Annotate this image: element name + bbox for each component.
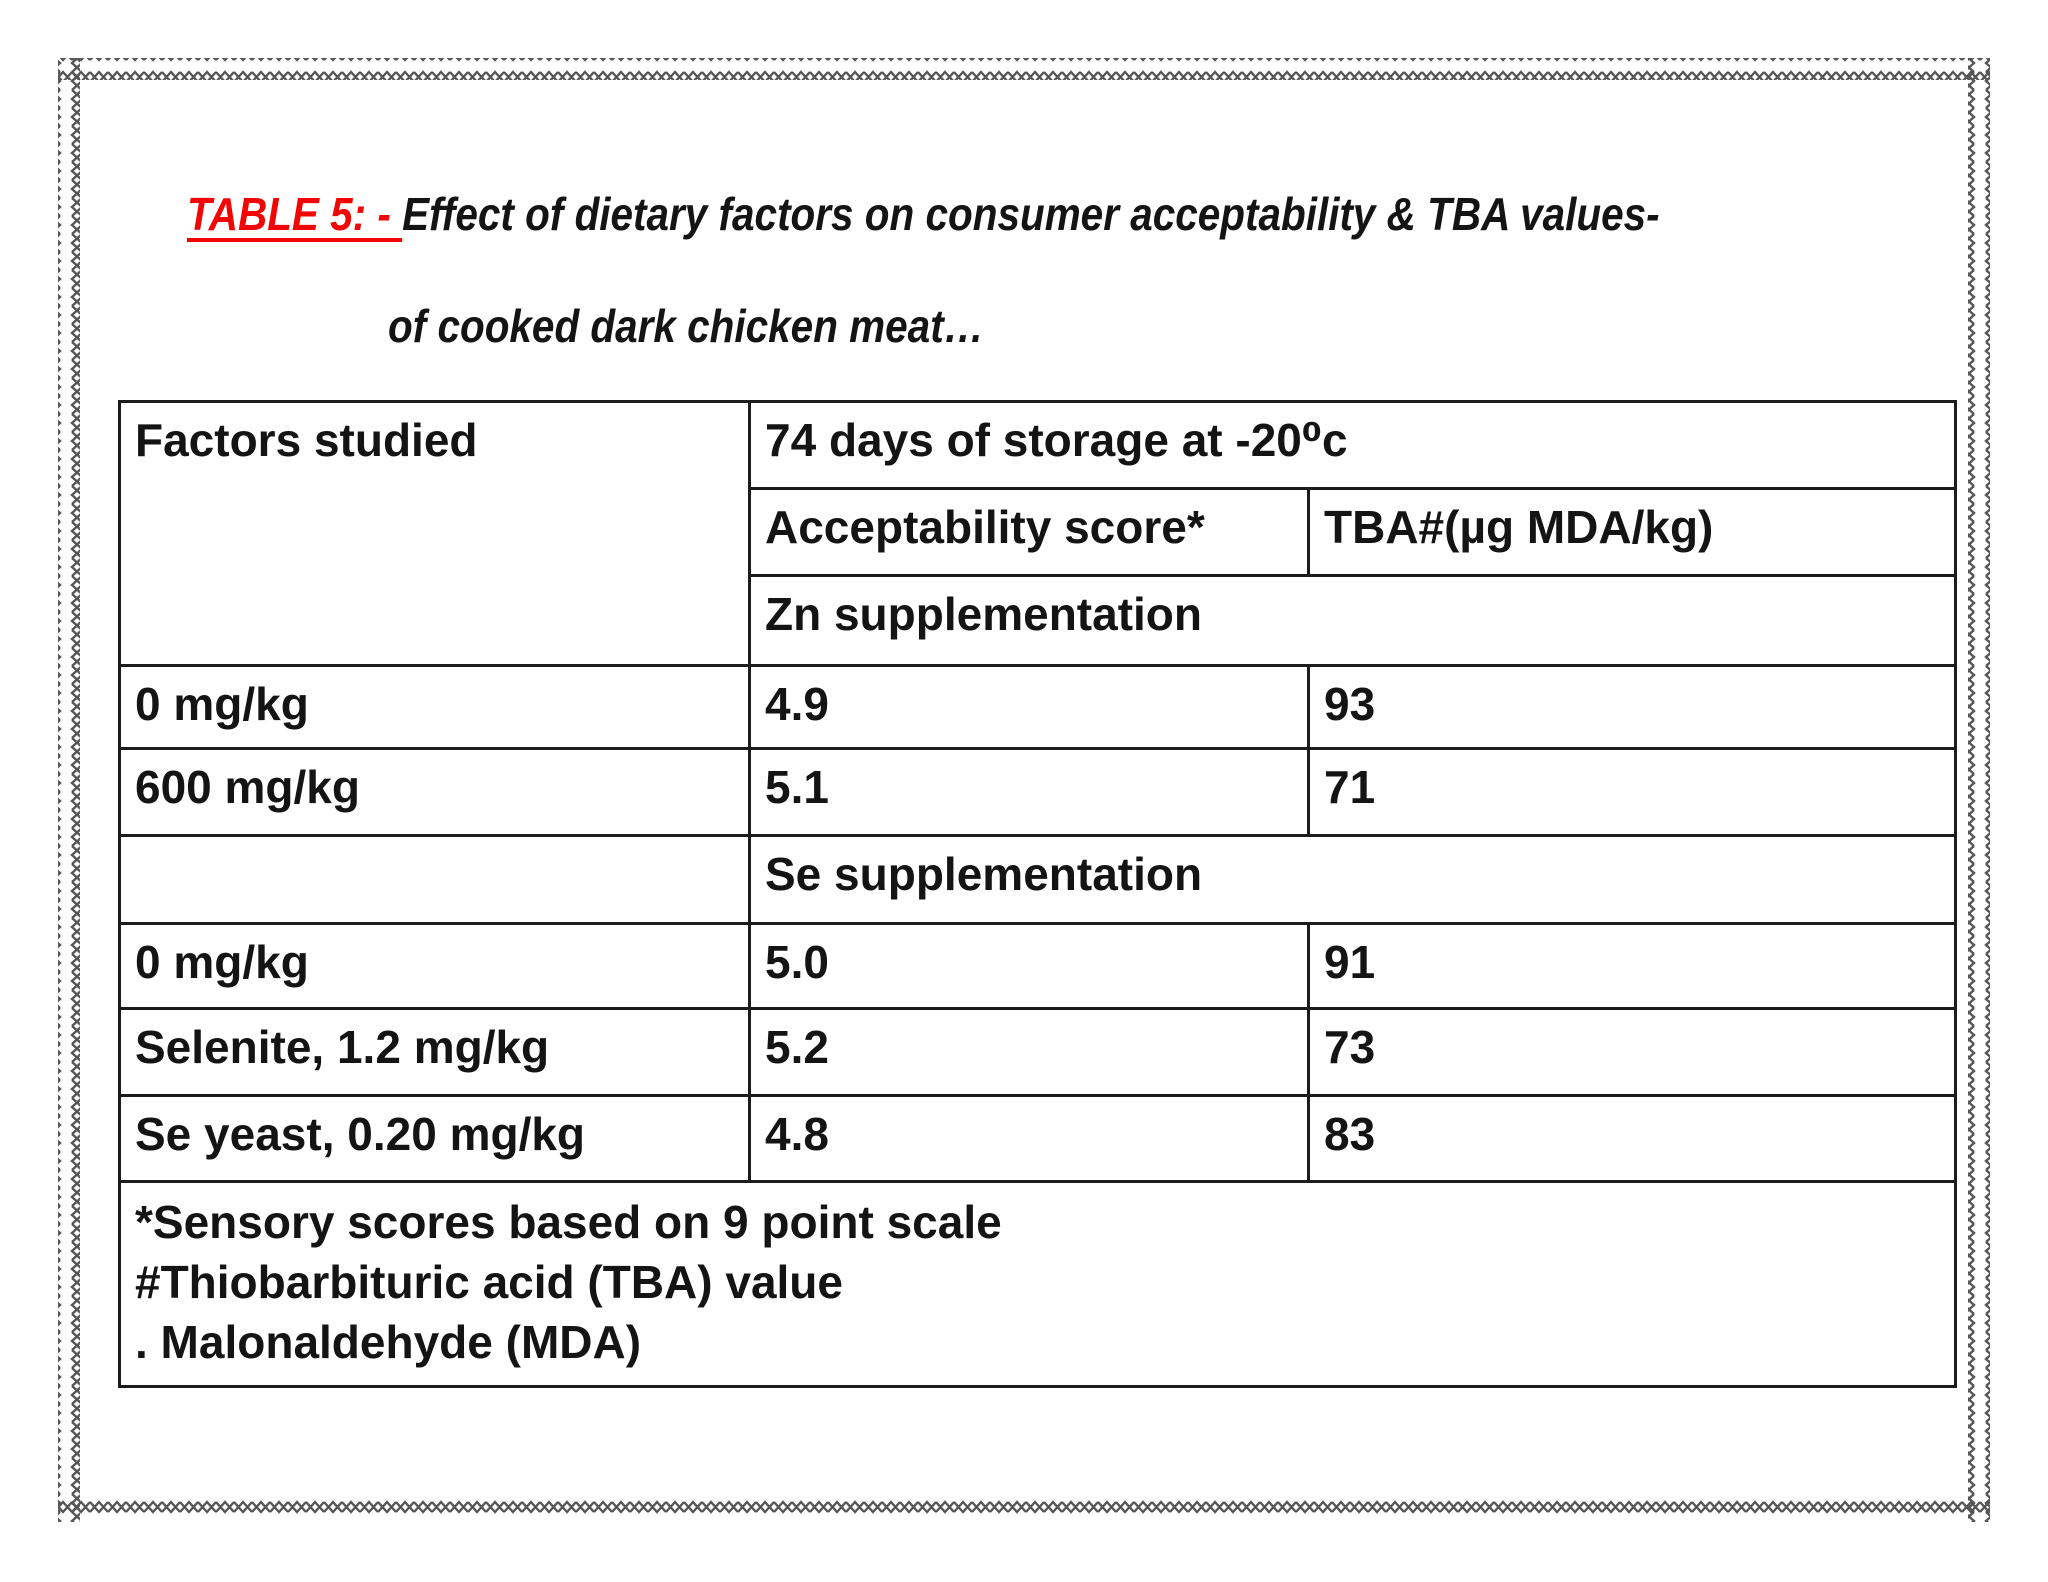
table-row: Se yeast, 0.20 mg/kg 4.8 83 — [118, 1094, 1957, 1183]
border-bottom — [58, 1500, 1990, 1522]
footnote-tba: #Thiobarbituric acid (TBA) value — [135, 1255, 843, 1308]
cell-se2-score: 4.8 — [748, 1094, 1310, 1183]
cell-zn0-factor: 0 mg/kg — [118, 664, 751, 750]
cell-se2-tba: 83 — [1307, 1094, 1957, 1183]
footnote-sensory: *Sensory scores based on 9 point scale — [135, 1196, 1002, 1248]
table-row: Selenite, 1.2 mg/kg 5.2 73 — [118, 1007, 1957, 1097]
table-title-line2: of cooked dark chicken meat… — [388, 300, 985, 352]
table-row: 0 mg/kg 5.0 91 — [118, 922, 1957, 1010]
border-right — [1968, 58, 1990, 1522]
table-row: 0 mg/kg 4.9 93 — [118, 664, 1957, 750]
table-title-line1: TABLE 5: - Effect of dietary factors on … — [187, 188, 1660, 241]
header-factors-studied: Factors studied — [118, 400, 751, 667]
cell-se1-score: 5.2 — [748, 1007, 1310, 1097]
footnote-cell: *Sensory scores based on 9 point scale #… — [118, 1180, 1957, 1388]
cell-zn1-tba: 71 — [1307, 747, 1957, 837]
header-storage-days: 74 days of storage at -20⁰c — [748, 400, 1957, 490]
cell-se1-tba: 73 — [1307, 1007, 1957, 1097]
table-row: Zn supplementation — [120, 574, 1957, 667]
table-row: *Sensory scores based on 9 point scale #… — [118, 1180, 1957, 1388]
header-tba: TBA#(µg MDA/kg) — [1307, 487, 1957, 577]
header-acceptability-score: Acceptability score* — [748, 487, 1310, 577]
cell-zn0-tba: 93 — [1307, 664, 1957, 750]
border-left — [58, 58, 80, 1522]
cell-zn0-score: 4.9 — [748, 664, 1310, 750]
table-row: Acceptability score* TBA#(µg MDA/kg) — [120, 487, 1957, 577]
section-label-se: Se supplementation — [748, 834, 1957, 925]
border-top — [58, 58, 1990, 80]
footnote-mda: . Malonaldehyde (MDA) — [135, 1315, 642, 1368]
cell-se2-factor: Se yeast, 0.20 mg/kg — [118, 1094, 751, 1183]
cell-se1-factor: Selenite, 1.2 mg/kg — [118, 1007, 751, 1097]
cell-zn1-factor: 600 mg/kg — [118, 747, 751, 837]
cell-se0-factor: 0 mg/kg — [118, 922, 751, 1010]
section-label-zn: Zn supplementation — [748, 574, 1957, 667]
dietary-factors-table: Factors studied 74 days of storage at -2… — [118, 400, 1957, 1388]
table-row: 600 mg/kg 5.1 71 — [118, 747, 1957, 837]
table-row: Factors studied 74 days of storage at -2… — [118, 400, 1957, 667]
title-text: Effect of dietary factors on consumer ac… — [402, 188, 1660, 240]
cell-se0-score: 5.0 — [748, 922, 1310, 1010]
cell-empty — [118, 834, 751, 925]
cell-zn1-score: 5.1 — [748, 747, 1310, 837]
cell-se0-tba: 91 — [1307, 922, 1957, 1010]
table-row: Se supplementation — [118, 834, 1957, 925]
table-number-label: TABLE 5: - — [187, 188, 403, 240]
